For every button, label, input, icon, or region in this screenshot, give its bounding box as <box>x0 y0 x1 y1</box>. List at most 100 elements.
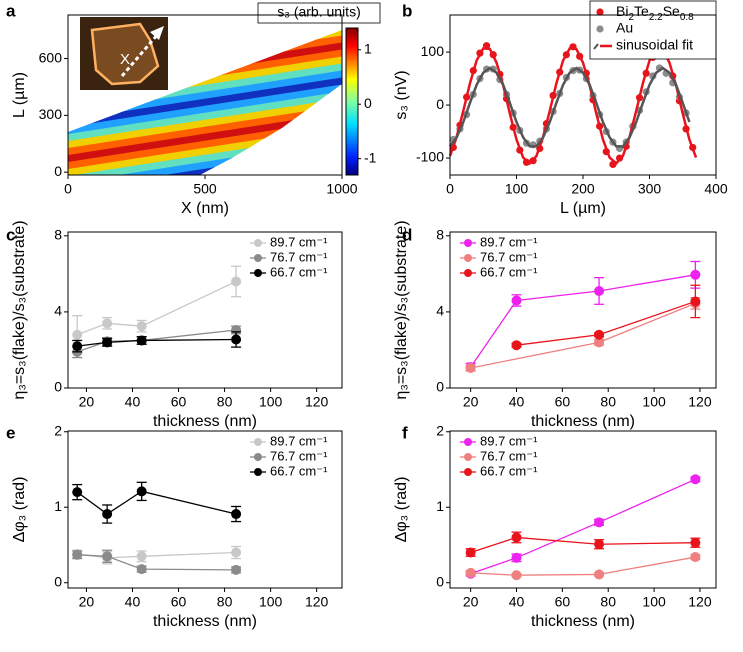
x-tick-label: 400 <box>704 181 728 197</box>
data-point <box>231 564 242 575</box>
x-tick-label: 0 <box>446 181 454 197</box>
y-tick-label: 0 <box>54 163 62 179</box>
legend-marker <box>596 8 604 16</box>
legend-marker <box>254 438 262 446</box>
panel-letter: a <box>6 1 16 20</box>
y-tick-label: 100 <box>421 43 445 59</box>
y-axis-label: s₃ (nV) <box>393 70 410 119</box>
legend-line <box>593 43 599 50</box>
fit-line <box>448 66 691 148</box>
legend-label: 76.7 cm⁻¹ <box>480 448 538 463</box>
data-point <box>136 564 147 575</box>
data-point <box>102 551 113 562</box>
x-tick-label: 0 <box>64 181 72 197</box>
x-tick-label: 500 <box>193 181 217 197</box>
colorbar-tick-label: -1 <box>364 149 377 165</box>
data-point <box>136 335 147 346</box>
legend-label: 76.7 cm⁻¹ <box>270 249 328 264</box>
data-point <box>594 517 605 528</box>
heatmap-stripe <box>68 83 342 136</box>
x-tick-label: 40 <box>509 394 525 410</box>
series-line <box>470 274 696 368</box>
y-tick-label: 2 <box>54 422 62 438</box>
data-point <box>102 318 113 329</box>
series-line <box>470 536 696 554</box>
flake-outline <box>90 22 160 86</box>
legend-label: 89.7 cm⁻¹ <box>270 234 328 249</box>
y-tick-label: 8 <box>436 227 444 243</box>
data-point <box>594 285 605 296</box>
x-tick-label: 80 <box>600 594 616 610</box>
x-tick-label: 300 <box>638 181 662 197</box>
colorbar-label-box <box>257 2 381 24</box>
data-point <box>594 569 605 580</box>
x-tick-label: 40 <box>509 594 525 610</box>
legend-marker <box>464 468 472 476</box>
x-axis-label: thickness (nm) <box>153 413 257 430</box>
panel-letter: b <box>402 1 412 20</box>
x-tick-label: 80 <box>600 394 616 410</box>
x-tick-label: 80 <box>217 594 233 610</box>
x-tick-label: 100 <box>259 394 283 410</box>
data-point <box>102 337 113 348</box>
legend-label: 66.7 cm⁻¹ <box>270 463 328 478</box>
heatmap-stripe <box>68 76 342 129</box>
x-axis-label: thickness (nm) <box>531 613 635 630</box>
plot-frame <box>449 231 717 389</box>
colorbar-tick-label: 1 <box>364 40 372 56</box>
x-tick-label: 100 <box>642 594 666 610</box>
data-point <box>690 552 701 563</box>
x-tick-label: 60 <box>555 594 571 610</box>
y-tick-label: 0 <box>54 379 62 395</box>
panel-letter: f <box>402 423 408 442</box>
x-tick-label: 60 <box>171 594 187 610</box>
y-axis-label: η₃=s₃(flake)/s₃(substrate) <box>11 220 28 399</box>
x-tick-label: 80 <box>217 394 233 410</box>
data-point <box>136 321 147 332</box>
x-tick-label: 40 <box>125 594 141 610</box>
legend-label: 89.7 cm⁻¹ <box>270 433 328 448</box>
data-point <box>690 296 701 307</box>
heatmap-stripe <box>68 90 342 143</box>
data-point <box>511 532 522 543</box>
legend-label: 66.7 cm⁻¹ <box>270 264 328 279</box>
y-tick-label: 0 <box>54 573 62 589</box>
colorbar <box>345 27 359 176</box>
legend-label: 76.7 cm⁻¹ <box>480 249 538 264</box>
data-point <box>231 276 242 287</box>
legend-label: sinusoidal fit <box>616 37 693 53</box>
inset-arrow <box>120 33 160 77</box>
y-tick-label: 600 <box>39 49 63 65</box>
data-point <box>72 329 83 340</box>
legend-label: 89.7 cm⁻¹ <box>480 433 538 448</box>
x-tick-label: 20 <box>463 594 479 610</box>
series-line <box>77 554 237 571</box>
data-point <box>465 547 476 558</box>
x-tick-label: 60 <box>555 394 571 410</box>
legend-box <box>589 0 717 60</box>
legend-label: 66.7 cm⁻¹ <box>480 264 538 279</box>
x-tick-label: 100 <box>642 394 666 410</box>
y-tick-label: 8 <box>54 227 62 243</box>
data-point <box>72 487 83 498</box>
y-tick-label: 0 <box>436 96 444 112</box>
x-axis-label: thickness (nm) <box>531 413 635 430</box>
series-line <box>77 551 237 559</box>
panel-letter: e <box>6 423 15 442</box>
legend-marker <box>464 453 472 461</box>
legend-label: 89.7 cm⁻¹ <box>480 234 538 249</box>
plot-frame <box>67 231 343 389</box>
x-axis-label: X (nm) <box>181 200 229 217</box>
data-point <box>511 570 522 581</box>
panel-letter: c <box>6 225 15 244</box>
colorbar-label: s₃ (arb. units) <box>277 4 361 20</box>
y-axis-label: Δφ₃ (rad) <box>11 477 28 543</box>
data-point <box>690 474 701 485</box>
legend-label: Au <box>616 20 633 36</box>
x-tick-label: 100 <box>505 181 529 197</box>
data-point <box>511 295 522 306</box>
series-line <box>76 490 237 515</box>
x-tick-label: 20 <box>79 394 95 410</box>
data-point <box>511 552 522 563</box>
